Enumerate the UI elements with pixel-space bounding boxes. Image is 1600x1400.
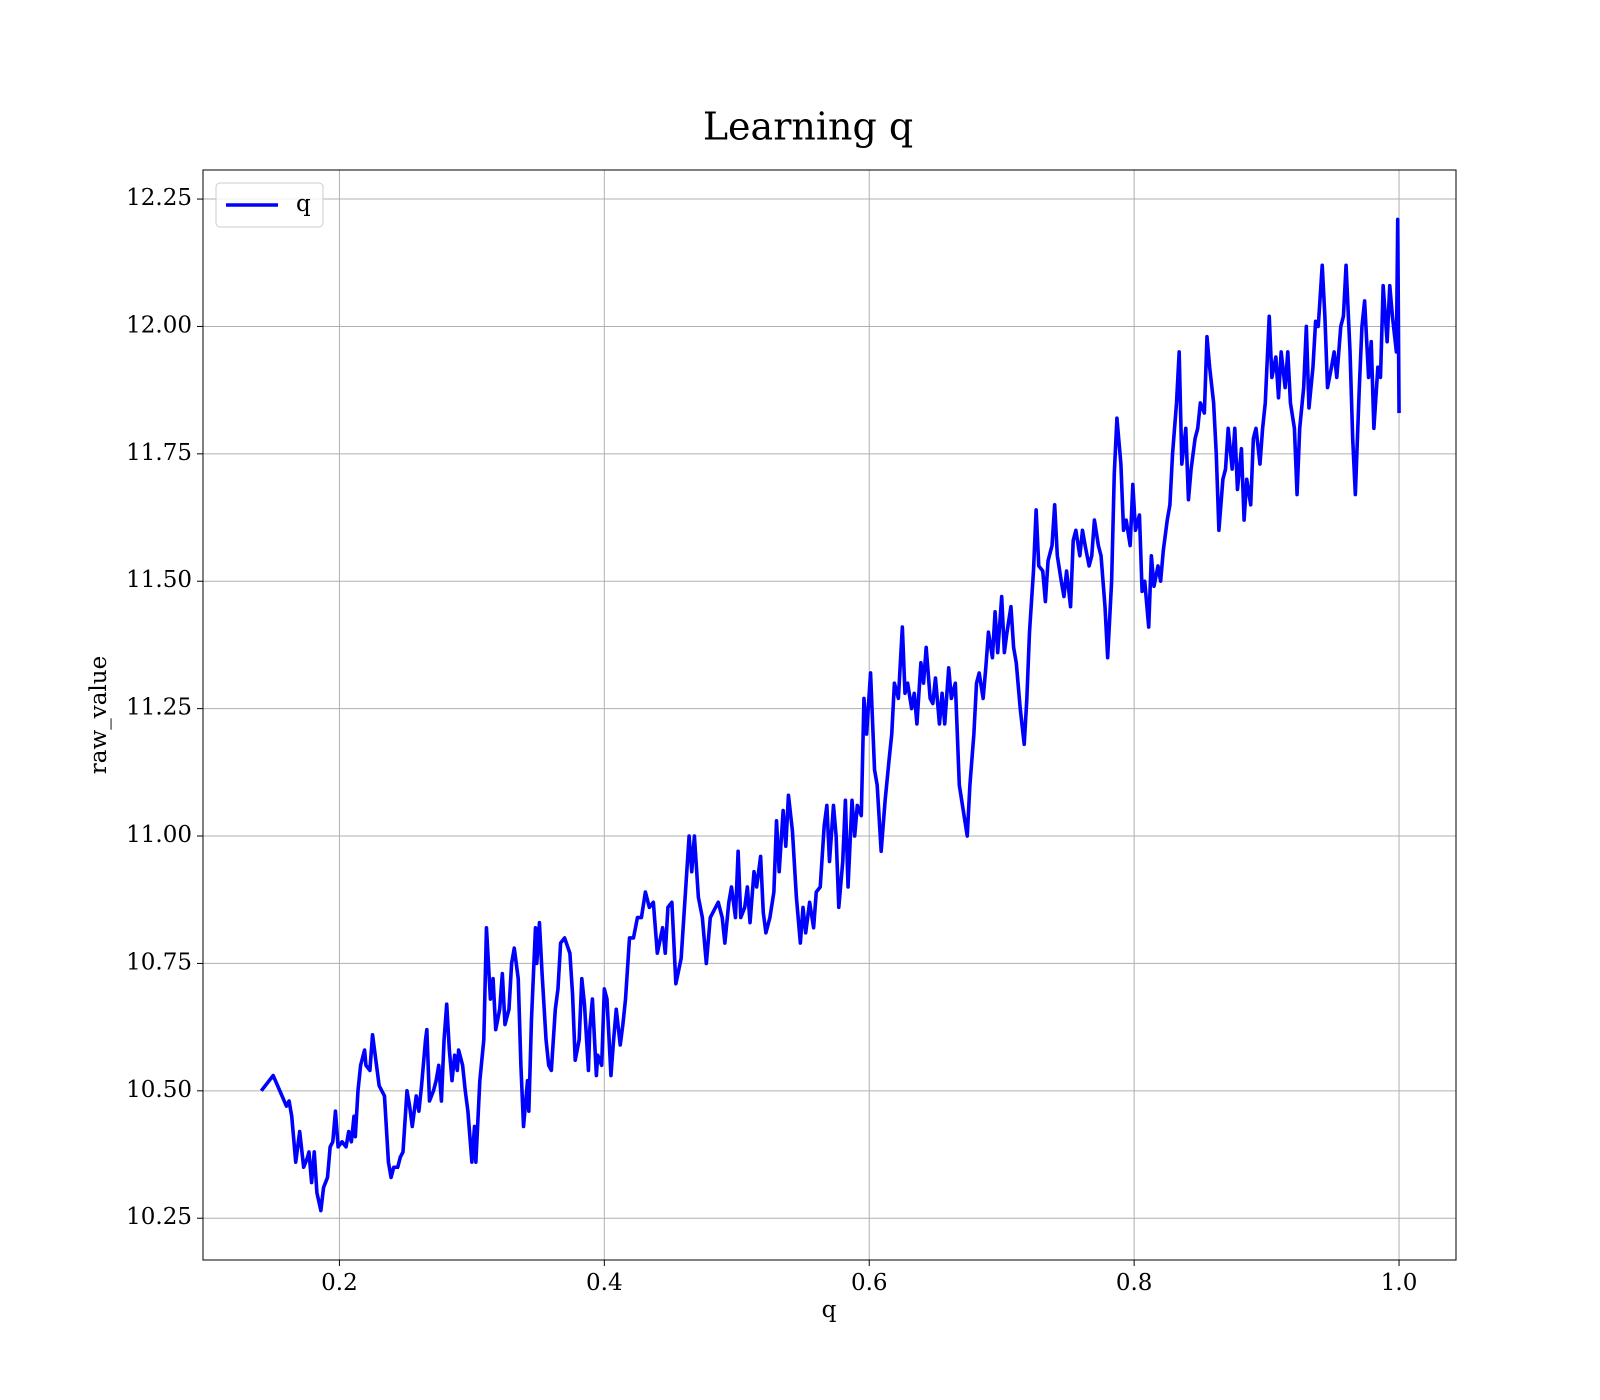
y-tick-label: 12.25 xyxy=(126,185,192,211)
x-tick-label: 0.2 xyxy=(321,1270,358,1296)
chart-title: Learning q xyxy=(703,105,913,149)
x-tick-label: 0.4 xyxy=(586,1270,623,1296)
x-tick-label: 0.6 xyxy=(851,1270,888,1296)
y-tick-label: 10.25 xyxy=(126,1204,192,1230)
x-axis-label: q xyxy=(822,1297,837,1323)
plot-frame xyxy=(202,169,1457,1261)
x-tick-label: 0.8 xyxy=(1116,1270,1153,1296)
y-tick-label: 11.00 xyxy=(126,822,192,848)
line-series xyxy=(259,217,1401,1213)
y-tick-label: 10.50 xyxy=(126,1077,192,1103)
y-tick-label: 11.75 xyxy=(126,440,192,466)
y-tick-label: 10.75 xyxy=(126,949,192,975)
legend-label: q xyxy=(296,191,311,217)
y-tick-label: 12.00 xyxy=(126,312,192,338)
x-tick-label: 1.0 xyxy=(1381,1270,1418,1296)
y-axis-label: raw_value xyxy=(86,656,112,774)
y-tick-label: 11.25 xyxy=(126,695,192,721)
y-tick-label: 11.50 xyxy=(126,567,192,593)
